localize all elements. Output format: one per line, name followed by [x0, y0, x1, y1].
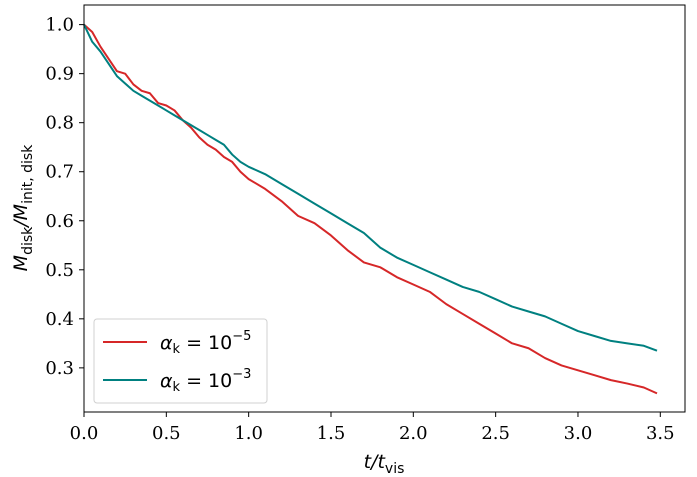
y-tick-label: 0.4 [45, 309, 74, 330]
legend: αk = 10−5 αk = 10−3 [93, 318, 268, 404]
legend-label-series-1: αk = 10−5 [160, 329, 251, 357]
x-axis-label: t/tvis [364, 451, 405, 477]
legend-label-series-2: αk = 10−3 [160, 367, 251, 395]
legend-box [93, 318, 268, 404]
y-axis-label: Mdisk/Minit, disk [10, 144, 36, 272]
x-tick-label: 1.0 [234, 423, 263, 444]
x-tick-label: 3.0 [564, 423, 593, 444]
series-line-1 [83, 23, 658, 395]
x-tick-label: 0.5 [152, 423, 181, 444]
y-axis-ticks: 0.3 0.4 0.5 0.6 0.7 0.8 0.9 1.0 [45, 15, 84, 379]
x-axis-ticks: 0.0 0.5 1.0 1.5 2.0 2.5 3.0 3.5 [70, 412, 675, 444]
x-tick-label: 0.0 [70, 423, 99, 444]
series-line-2 [83, 24, 658, 352]
plot-frame [83, 4, 686, 413]
x-tick-label: 1.5 [317, 423, 346, 444]
y-tick-label: 0.7 [45, 162, 74, 183]
y-tick-label: 0.5 [45, 260, 74, 281]
x-tick-label: 3.5 [646, 423, 675, 444]
y-tick-label: 0.8 [45, 113, 74, 134]
x-tick-label: 2.5 [481, 423, 510, 444]
x-tick-label: 2.0 [399, 423, 428, 444]
y-tick-label: 0.9 [45, 64, 74, 85]
y-tick-label: 1.0 [45, 15, 74, 36]
series-layer [83, 23, 658, 395]
y-tick-label: 0.6 [45, 211, 74, 232]
y-tick-label: 0.3 [45, 358, 74, 379]
